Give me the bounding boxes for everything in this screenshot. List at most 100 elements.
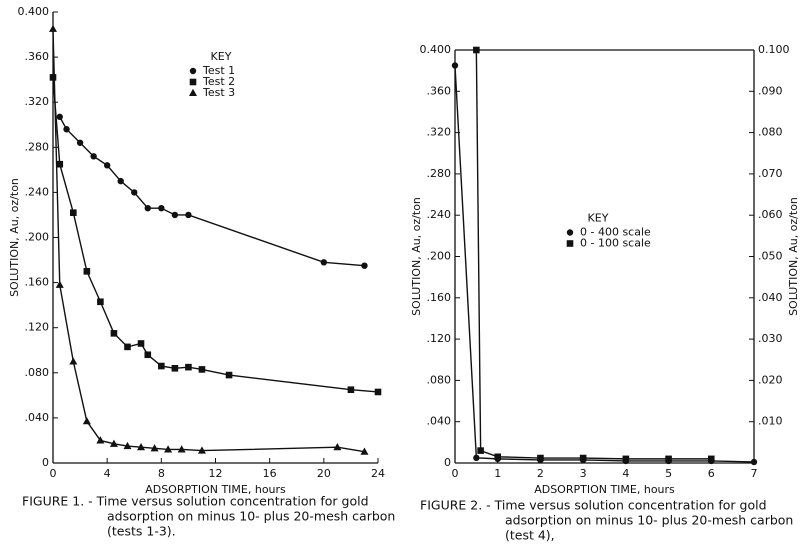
- marker: [109, 439, 118, 447]
- y-tick-label: .120: [25, 321, 50, 334]
- marker: [622, 455, 630, 463]
- caption: FIGURE 2. - Time versus solution concent…: [420, 498, 767, 513]
- y-tick-label: 0.400: [420, 43, 452, 56]
- marker: [103, 162, 111, 169]
- marker: [144, 351, 152, 359]
- marker: [110, 330, 118, 337]
- y-axis-label: SOLUTION, Au, oz/ton: [410, 197, 423, 316]
- x-tick-label: 24: [371, 467, 385, 480]
- y2-tick-label: .030: [758, 332, 783, 345]
- marker: [361, 262, 368, 269]
- y-tick-label: .240: [25, 185, 50, 198]
- series-line: [475, 49, 712, 460]
- x-tick-label: 4: [104, 467, 111, 480]
- x-tick-label: 1: [494, 467, 501, 480]
- marker: [124, 343, 131, 351]
- y2-axis-label: SOLUTION, Au, oz/ton: [787, 197, 800, 316]
- marker: [49, 24, 57, 32]
- x-tick-label: 0: [50, 467, 57, 480]
- y2-tick-label: .010: [758, 415, 783, 428]
- marker: [537, 454, 544, 462]
- marker: [158, 204, 165, 212]
- marker: [69, 357, 78, 365]
- x-tick-label: 16: [263, 467, 277, 480]
- x-tick-label: 6: [708, 467, 715, 480]
- marker: [76, 139, 84, 146]
- x-tick-label: 8: [158, 467, 165, 480]
- marker: [83, 268, 91, 275]
- marker: [137, 443, 146, 451]
- caption: FIGURE 1. - Time versus solution concent…: [22, 494, 369, 509]
- marker: [150, 444, 159, 452]
- y2-tick-label: .070: [758, 167, 783, 180]
- marker: [131, 189, 138, 196]
- y-tick-label: 0: [444, 456, 451, 469]
- marker: [374, 388, 382, 396]
- marker: [56, 113, 63, 121]
- y-tick-label: .280: [427, 167, 452, 180]
- marker: [320, 259, 328, 266]
- x-tick-label: 0: [452, 467, 459, 480]
- marker: [333, 443, 342, 451]
- y-tick-label: .320: [427, 126, 452, 139]
- marker: [473, 454, 480, 462]
- y-tick-label: .200: [25, 231, 50, 244]
- marker: [451, 62, 459, 69]
- marker: [566, 229, 574, 236]
- y2-tick-label: .040: [758, 291, 783, 304]
- y-tick-label: .120: [427, 332, 452, 345]
- marker: [185, 211, 192, 219]
- marker: [347, 386, 355, 394]
- marker: [477, 447, 484, 454]
- x-tick-label: 2: [537, 467, 544, 480]
- marker: [82, 417, 91, 425]
- series-line: [52, 28, 365, 453]
- marker: [198, 366, 206, 373]
- y-tick-label: .040: [427, 415, 452, 428]
- caption: adsorption on minus 10- plus 20-mesh car…: [505, 513, 793, 528]
- caption: adsorption on minus 10- plus 20-mesh car…: [107, 509, 395, 524]
- y-tick-label: 0.400: [18, 5, 50, 18]
- y2-tick-label: .020: [758, 373, 783, 386]
- marker: [665, 455, 672, 463]
- series-line: [59, 116, 365, 267]
- series-line: [52, 77, 379, 393]
- marker: [63, 126, 70, 133]
- y-tick-label: .240: [427, 208, 452, 221]
- caption: (tests 1-3).: [107, 524, 176, 539]
- marker: [494, 453, 502, 461]
- marker: [56, 160, 64, 168]
- marker: [123, 441, 132, 450]
- y-tick-label: .200: [427, 250, 452, 263]
- legend-title: KEY: [211, 50, 232, 63]
- marker: [566, 240, 574, 247]
- marker: [137, 340, 145, 347]
- y-tick-label: 0: [42, 456, 49, 469]
- y2-tick-label: .060: [758, 208, 783, 221]
- marker: [189, 78, 197, 86]
- marker: [117, 177, 124, 185]
- y2-tick-label: .050: [758, 250, 783, 263]
- y-tick-label: .320: [25, 95, 50, 108]
- y2-tick-label: .090: [758, 84, 783, 97]
- x-axis-label: ADSORPTION TIME, hours: [145, 483, 286, 496]
- marker: [707, 455, 715, 463]
- y-tick-label: .080: [427, 373, 452, 386]
- marker: [49, 74, 57, 81]
- legend-label: Test 1: [202, 64, 235, 77]
- marker: [90, 153, 97, 160]
- marker: [177, 445, 186, 453]
- y-tick-label: .080: [25, 366, 50, 379]
- series-line: [454, 65, 755, 463]
- marker: [70, 209, 77, 216]
- marker: [189, 67, 197, 75]
- legend-title: KEY: [588, 212, 609, 225]
- marker: [750, 458, 758, 466]
- marker: [171, 364, 179, 372]
- y2-tick-label: .080: [758, 126, 783, 139]
- x-tick-label: 3: [580, 467, 587, 480]
- caption: (test 4),: [505, 528, 555, 543]
- y-tick-label: .360: [25, 50, 50, 63]
- marker: [225, 371, 233, 379]
